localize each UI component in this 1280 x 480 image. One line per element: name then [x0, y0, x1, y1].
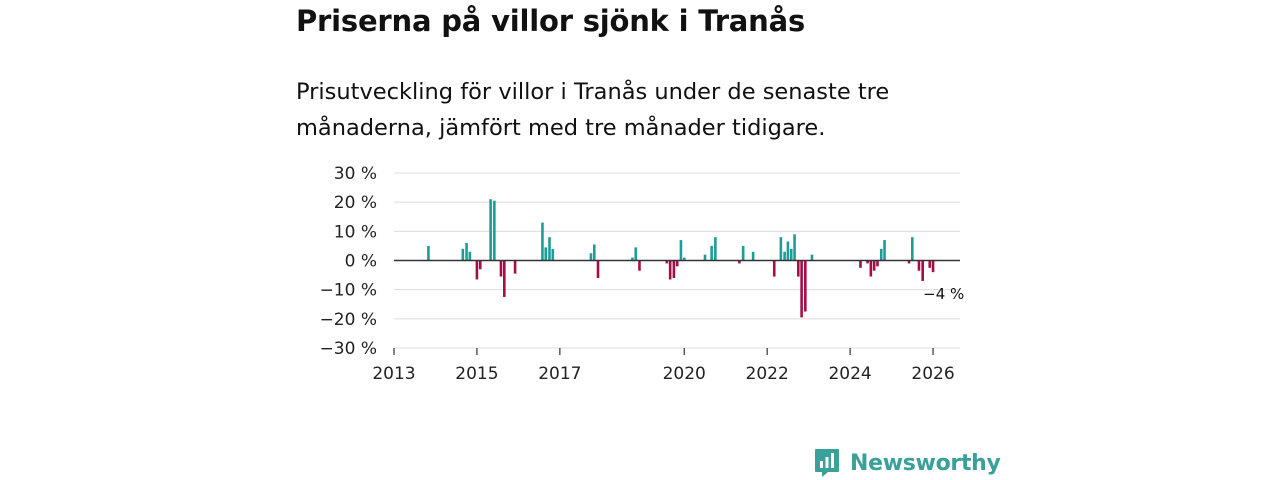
bar-negative [503, 260, 506, 297]
bar-positive [703, 254, 707, 261]
bar-positive [493, 200, 496, 261]
bar-positive [631, 257, 634, 261]
bar-positive [710, 245, 713, 261]
bar-positive [427, 245, 430, 261]
bar-negative [772, 260, 776, 277]
y-tick-label: −10 % [320, 281, 377, 301]
bar-negative [907, 260, 911, 264]
bar-positive [589, 253, 593, 261]
bar-negative [499, 260, 503, 277]
bar-positive [541, 222, 544, 261]
x-tick-label: 2017 [538, 364, 581, 384]
bar-negative [638, 260, 641, 271]
latest-value-label: −4 % [923, 285, 964, 303]
axes [393, 259, 960, 355]
bar-positive [461, 248, 465, 261]
bar-positive [786, 241, 790, 261]
chart-title: Priserna på villor sjönk i Tranås [296, 4, 806, 38]
grid-lines [394, 172, 960, 349]
bar-positive [682, 257, 686, 261]
bar-negative [928, 260, 932, 268]
x-tick-label: 2024 [828, 364, 871, 384]
y-tick-label: −30 % [320, 339, 377, 359]
bar-positive [779, 237, 783, 261]
bar-negative [921, 260, 924, 281]
x-tick-label: 2026 [911, 364, 954, 384]
bar-negative [478, 260, 482, 270]
bar-negative [869, 260, 873, 277]
y-tick-label: 10 % [334, 222, 377, 242]
bar-positive [810, 254, 814, 261]
chart-subtitle: Prisutveckling för villor i Tranås under… [296, 79, 890, 141]
bar-negative [796, 260, 800, 277]
bar-positive [793, 234, 796, 261]
bar-negative [804, 260, 807, 312]
y-tick-label: 0 % [345, 252, 377, 272]
bar-positive [741, 245, 745, 261]
bar-negative [675, 260, 679, 267]
bar-positive [911, 237, 914, 261]
bar-positive [879, 248, 883, 261]
tick-labels: 30 % 20 % 10 % 0 % −10 % −20 % −30 % 2013 2015 20… [320, 164, 965, 384]
y-tick-label: −20 % [320, 310, 377, 330]
newsworthy-logo: Newsworthy [814, 446, 1001, 480]
bar-negative [738, 260, 741, 264]
bar-negative [872, 260, 876, 271]
bar-positive [548, 237, 551, 261]
bar-negative [931, 260, 935, 273]
bar-positive [551, 248, 555, 261]
bar-negative [513, 260, 517, 274]
bar-positive [489, 199, 492, 261]
bar-negative [866, 260, 869, 264]
bar-positive [544, 247, 548, 261]
bar-positive [679, 240, 683, 261]
bar-negative [668, 260, 672, 280]
y-tick-label: 20 % [334, 193, 377, 213]
newsworthy-chat-chart-icon [815, 449, 839, 477]
bar-positive [468, 251, 472, 261]
bar-positive [465, 243, 468, 261]
y-tick-label: 30 % [334, 164, 377, 184]
bar-negative [876, 260, 879, 267]
bar-positive [783, 251, 786, 261]
x-tick-label: 2020 [663, 364, 706, 384]
bar-positive [714, 237, 717, 261]
bar-negative [596, 260, 600, 278]
bar-negative [475, 260, 479, 280]
bar-positive [592, 244, 596, 261]
x-tick-label: 2013 [372, 364, 415, 384]
bar-positive [789, 248, 793, 261]
bar-negative [672, 260, 676, 278]
bar-negative [859, 260, 862, 268]
x-tick-label: 2022 [746, 364, 789, 384]
bar-negative [800, 260, 803, 318]
bar-positive [883, 240, 886, 261]
x-tick-label: 2015 [455, 364, 498, 384]
bar-positive [751, 251, 755, 261]
brand-name: Newsworthy [850, 450, 1001, 476]
bar-negative [665, 260, 669, 264]
bar-series [427, 199, 935, 318]
bar-negative [917, 260, 921, 271]
bar-positive [634, 247, 638, 261]
